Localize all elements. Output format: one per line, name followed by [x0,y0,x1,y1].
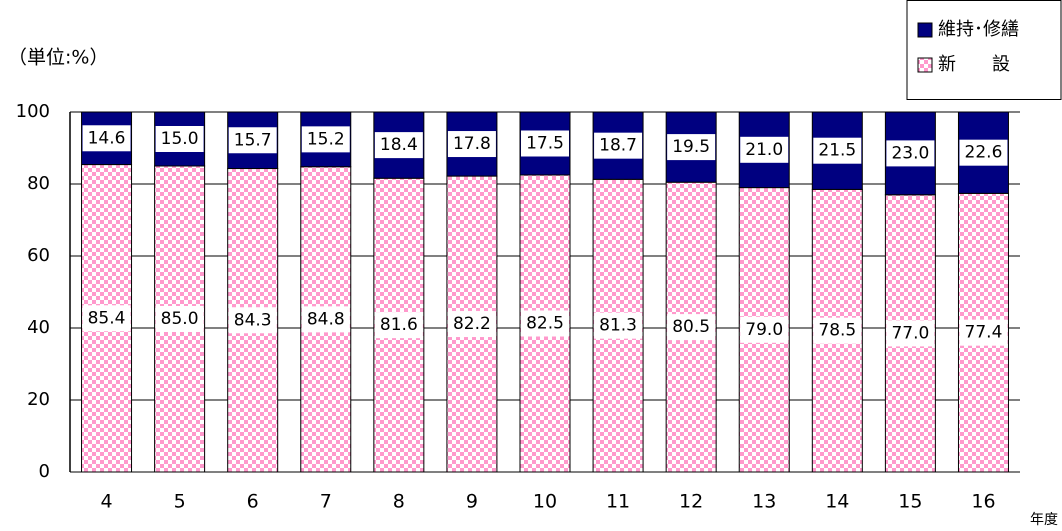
value-label-box [740,316,789,343]
value-label-box [959,319,1008,346]
legend-box [906,0,1062,100]
value-label: 17.8 [453,134,491,154]
value-label-box [447,311,496,338]
value-label: 23.0 [891,143,929,163]
value-label: 77.0 [891,323,929,343]
value-label-box [228,127,277,154]
value-label-box [301,126,350,153]
value-label: 77.4 [965,323,1003,343]
x-tick-label: 13 [752,491,776,513]
value-label-box [228,307,277,334]
y-tick-label: 80 [27,173,50,194]
value-label: 82.5 [526,314,564,334]
value-label: 22.6 [965,143,1003,163]
x-tick-label: 16 [971,491,995,513]
x-tick-label: 4 [100,491,112,513]
y-tick-label: 0 [39,461,50,482]
x-tick-label: 9 [466,491,478,513]
value-label: 21.0 [745,140,783,160]
y-tick-label: 100 [16,101,50,122]
legend-label: 維持･修繕 [938,19,1019,40]
x-unit-label: 年度 [1030,512,1058,528]
x-tick-label: 6 [247,491,259,513]
value-label: 78.5 [818,321,856,341]
value-label-box [155,126,204,152]
value-label: 15.7 [234,130,272,150]
value-label-box [667,314,716,341]
value-label: 79.0 [745,320,783,340]
value-label: 81.3 [599,316,637,336]
value-label: 15.0 [161,129,199,149]
x-tick-label: 10 [533,491,557,513]
value-label-box [740,136,789,163]
x-tick-label: 12 [679,491,703,513]
value-label-box [521,310,569,337]
value-label-box [521,130,569,157]
value-label: 14.6 [88,128,126,148]
value-label: 21.5 [818,141,856,161]
value-label-box [959,139,1008,166]
value-label: 19.5 [672,137,710,157]
value-label-box [813,317,862,344]
x-tick-label: 5 [174,491,186,513]
value-label-box [813,137,862,164]
value-label: 85.0 [161,309,199,329]
value-label: 17.5 [526,134,564,154]
x-tick-label: 11 [606,491,630,513]
legend-swatch [917,22,933,38]
y-unit-label: （単位:%） [8,47,108,69]
legend-swatch [917,57,933,73]
value-label: 18.4 [380,135,418,155]
value-label: 81.6 [380,315,418,335]
x-tick-label: 7 [320,491,332,513]
value-label-box [667,134,716,161]
value-label-box [301,306,350,333]
value-label-box [155,306,204,332]
value-label-box [374,132,423,159]
x-tick-label: 14 [825,491,849,513]
value-label: 82.2 [453,314,491,334]
value-label: 85.4 [88,308,126,328]
value-label-box [82,305,131,332]
legend-label: 新 設 [938,54,1010,75]
value-label-box [374,312,423,339]
value-label: 80.5 [672,317,710,337]
value-label: 84.8 [307,309,345,329]
value-label-box [886,320,935,347]
y-tick-label: 20 [27,389,50,410]
y-tick-label: 60 [27,245,50,266]
value-label-box [594,312,643,339]
value-label-box [82,125,131,152]
value-label-box [886,140,935,167]
value-label: 15.2 [307,129,345,149]
value-label-box [447,131,496,158]
value-label-box [594,132,643,159]
x-tick-label: 8 [393,491,405,513]
value-label: 84.3 [234,310,272,330]
value-label: 18.7 [599,136,637,156]
y-tick-label: 40 [27,317,50,338]
x-tick-label: 15 [898,491,922,513]
